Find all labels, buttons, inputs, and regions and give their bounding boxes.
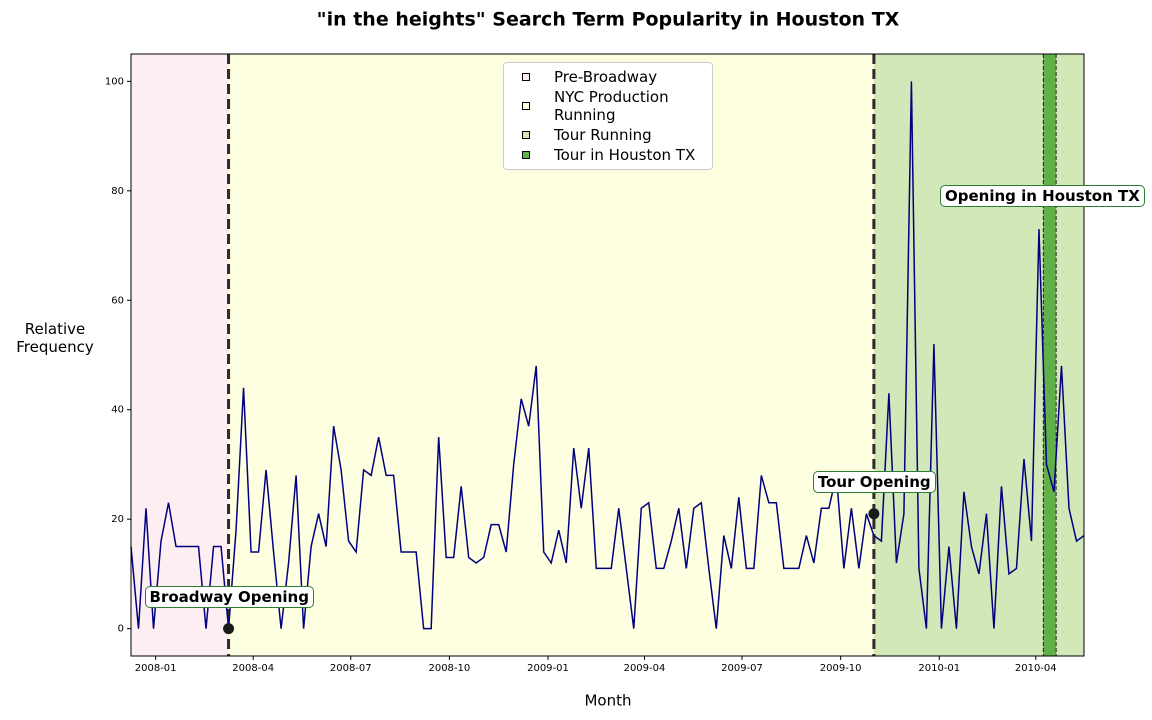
y-tick-label: 0	[118, 624, 124, 635]
plot-frame	[130, 53, 1085, 657]
annotation: Opening in Houston TX	[940, 185, 1145, 207]
annotation: Tour Opening	[812, 470, 936, 493]
legend-item: Tour in Houston TX	[504, 146, 712, 164]
y-axis-label: Relative Frequency	[16, 320, 94, 356]
legend-label: Tour Running	[554, 126, 652, 144]
x-tick-label: 2009-01	[527, 663, 569, 674]
legend-label: Tour in Houston TX	[554, 146, 696, 164]
legend-label: Pre-Broadway	[554, 68, 658, 86]
annotation-point	[868, 508, 880, 520]
x-tick-label: 2010-04	[1015, 663, 1057, 674]
region	[131, 54, 229, 656]
x-tick-label: 2009-07	[721, 663, 763, 674]
y-tick-label: 100	[105, 76, 124, 87]
legend-label: NYC Production Running	[554, 88, 669, 124]
legend-item: Pre-Broadway	[504, 68, 712, 86]
y-tick-label: 60	[111, 295, 124, 306]
y-tick-label: 80	[111, 186, 124, 197]
x-tick-label: 2010-01	[918, 663, 960, 674]
legend-swatch	[522, 73, 530, 81]
data-line	[130, 81, 1085, 630]
x-tick-label: 2008-10	[428, 663, 470, 674]
x-tick-label: 2008-01	[135, 663, 177, 674]
chart-title: "in the heights" Search Term Popularity …	[317, 9, 900, 31]
legend-item: NYC Production Running	[504, 88, 712, 124]
region	[1043, 54, 1057, 656]
annotation: Broadway Opening	[144, 585, 314, 608]
legend-swatch	[522, 151, 530, 159]
y-tick-label: 20	[111, 514, 124, 525]
legend-item: Tour Running	[504, 126, 712, 144]
y-tick-label: 40	[111, 405, 124, 416]
x-tick-label: 2009-04	[624, 663, 666, 674]
legend: Pre-Broadway NYC Production Running Tour R…	[503, 62, 713, 170]
x-tick-label: 2008-04	[232, 663, 274, 674]
annotation-point	[223, 623, 235, 635]
legend-swatch	[522, 102, 530, 110]
x-tick-label: 2008-07	[330, 663, 372, 674]
legend-swatch	[522, 131, 530, 139]
x-tick-label: 2009-10	[820, 663, 862, 674]
x-axis-label: Month	[584, 692, 631, 710]
